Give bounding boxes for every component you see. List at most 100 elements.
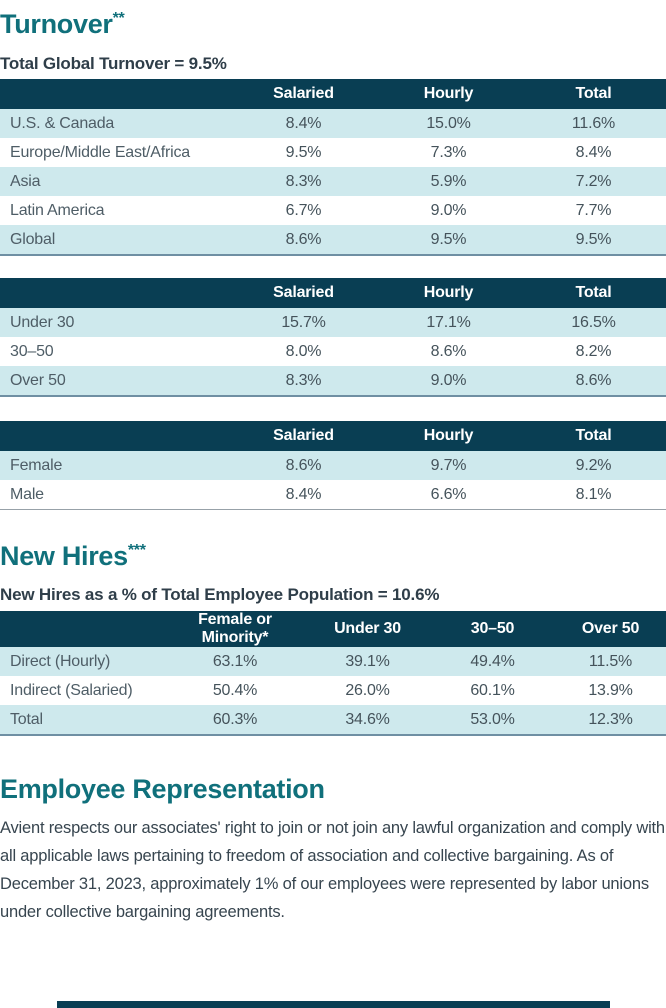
value-cell: 11.6%: [571, 114, 616, 132]
table-row: Direct (Hourly) 63.1% 39.1% 49.4% 11.5%: [0, 647, 666, 676]
value-cell: 8.4%: [575, 143, 612, 161]
value-cell: 9.7%: [430, 456, 467, 474]
column-header: Salaried: [231, 278, 376, 308]
row-label: Female: [10, 456, 63, 474]
value-cell: 8.0%: [285, 342, 322, 360]
value-cell: 7.3%: [430, 143, 467, 161]
value-cell: 11.5%: [588, 652, 633, 670]
new-hires-table: Female or Minority* Under 30 30–50 Over 50 D…: [0, 611, 666, 736]
column-header: Total: [521, 421, 666, 451]
value-cell: 9.0%: [430, 201, 467, 219]
value-cell: 60.1%: [470, 681, 515, 699]
table-row: 30–50 8.0% 8.6% 8.2%: [0, 337, 666, 366]
column-header: Over 50: [555, 611, 666, 647]
value-cell: 7.7%: [575, 201, 612, 219]
page-footer-bar: [57, 1001, 610, 1008]
column-header: Hourly: [376, 278, 521, 308]
new-hires-subheading: New Hires as a % of Total Employee Popul…: [0, 585, 440, 604]
value-cell: 8.4%: [231, 480, 376, 510]
column-header: Total: [521, 79, 666, 109]
column-header: [0, 611, 165, 647]
table-row: Male 8.4% 6.6% 8.1%: [0, 480, 666, 510]
value-cell: 8.6%: [430, 342, 467, 360]
table-row: Latin America 6.7% 9.0% 7.7%: [0, 196, 666, 225]
value-cell: 8.3%: [231, 366, 376, 397]
column-header: Total: [521, 278, 666, 308]
column-header: Hourly: [376, 79, 521, 109]
row-label: Over 50: [0, 366, 231, 397]
value-cell: 5.9%: [430, 172, 467, 190]
column-header: Under 30: [305, 611, 430, 647]
column-header: [0, 421, 231, 451]
column-header: Female or Minority*: [165, 611, 305, 647]
value-cell: 8.3%: [285, 172, 322, 190]
column-header: Salaried: [231, 79, 376, 109]
row-label: 30–50: [10, 342, 54, 360]
value-cell: 26.0%: [345, 681, 390, 699]
turnover-by-age-table: Salaried Hourly Total Under 30 15.7% 17.1% 16.…: [0, 278, 666, 397]
table-row: Under 30 15.7% 17.1% 16.5%: [0, 308, 666, 337]
column-header: Salaried: [231, 421, 376, 451]
new-hires-heading-footnote-marks: ***: [127, 542, 146, 559]
value-cell: 53.0%: [430, 705, 555, 736]
value-cell: 8.6%: [231, 225, 376, 256]
row-label: Male: [0, 480, 231, 510]
new-hires-heading: New Hires***: [0, 534, 666, 573]
value-cell: 15.0%: [426, 114, 471, 132]
column-header: [0, 79, 231, 109]
value-cell: 15.7%: [281, 313, 326, 331]
table-row: Indirect (Salaried) 50.4% 26.0% 60.1% 13.9%: [0, 676, 666, 705]
row-label: Total: [0, 705, 165, 736]
value-cell: 8.6%: [285, 456, 322, 474]
column-header: [0, 278, 231, 308]
value-cell: 7.2%: [575, 172, 612, 190]
turnover-heading-text: Turnover: [0, 9, 113, 39]
value-cell: 13.9%: [588, 681, 633, 699]
table-row: Europe/Middle East/Africa 9.5% 7.3% 8.4%: [0, 138, 666, 167]
table-row: Asia 8.3% 5.9% 7.2%: [0, 167, 666, 196]
value-cell: 34.6%: [305, 705, 430, 736]
table-row: Over 50 8.3% 9.0% 8.6%: [0, 366, 666, 397]
value-cell: 49.4%: [470, 652, 515, 670]
row-label: U.S. & Canada: [10, 114, 115, 132]
turnover-by-gender-table: Salaried Hourly Total Female 8.6% 9.7% 9.2% Mal…: [0, 421, 666, 510]
table-header-row: Salaried Hourly Total: [0, 79, 666, 109]
value-cell: 6.6%: [376, 480, 521, 510]
value-cell: 8.4%: [285, 114, 322, 132]
row-label: Asia: [10, 172, 41, 190]
value-cell: 8.6%: [521, 366, 666, 397]
turnover-heading-footnote-marks: **: [112, 10, 125, 27]
value-cell: 39.1%: [345, 652, 390, 670]
value-cell: 16.5%: [571, 313, 616, 331]
table-header-row: Salaried Hourly Total: [0, 278, 666, 308]
table-row: Global 8.6% 9.5% 9.5%: [0, 225, 666, 256]
table-row: U.S. & Canada 8.4% 15.0% 11.6%: [0, 109, 666, 138]
value-cell: 9.5%: [376, 225, 521, 256]
value-cell: 9.2%: [575, 456, 612, 474]
value-cell: 9.5%: [285, 143, 322, 161]
table-header-row: Female or Minority* Under 30 30–50 Over 50: [0, 611, 666, 647]
value-cell: 17.1%: [426, 313, 471, 331]
column-header: 30–50: [430, 611, 555, 647]
row-label: Latin America: [10, 201, 105, 219]
row-label: Direct (Hourly): [10, 652, 111, 670]
row-label: Under 30: [10, 313, 75, 331]
row-label: Europe/Middle East/Africa: [10, 143, 190, 161]
value-cell: 63.1%: [212, 652, 258, 670]
table-header-row: Salaried Hourly Total: [0, 421, 666, 451]
new-hires-heading-text: New Hires: [0, 541, 128, 571]
value-cell: 9.0%: [376, 366, 521, 397]
value-cell: 8.2%: [575, 342, 612, 360]
total-global-turnover-subheading: Total Global Turnover = 9.5%: [0, 54, 227, 73]
row-label: Indirect (Salaried): [10, 681, 133, 699]
turnover-heading: Turnover**: [0, 2, 666, 41]
value-cell: 8.1%: [521, 480, 666, 510]
column-header: Hourly: [376, 421, 521, 451]
turnover-by-region-table: Salaried Hourly Total U.S. & Canada 8.4% 15.0…: [0, 79, 666, 256]
employee-representation-heading: Employee Representation: [0, 774, 325, 804]
value-cell: 12.3%: [555, 705, 666, 736]
value-cell: 60.3%: [165, 705, 305, 736]
value-cell: 6.7%: [285, 201, 322, 219]
employee-representation-paragraph: Avient respects our associates' right to…: [0, 819, 665, 921]
value-cell: 9.5%: [521, 225, 666, 256]
